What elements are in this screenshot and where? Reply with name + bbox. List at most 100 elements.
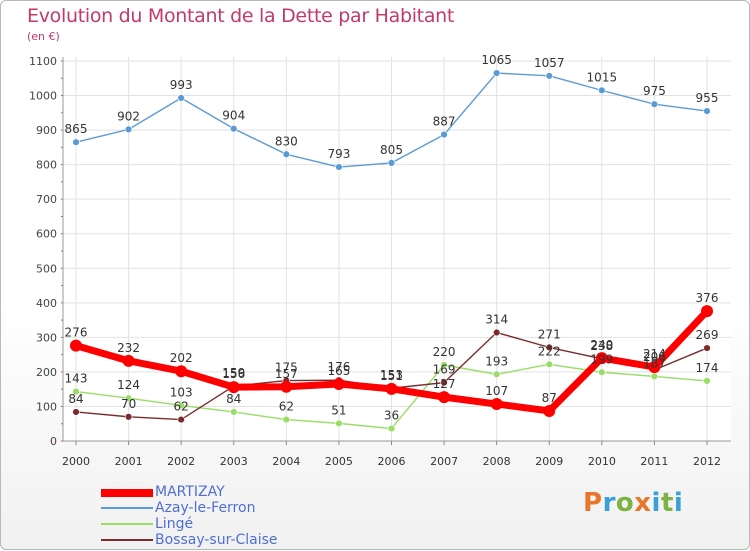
data-point [701, 305, 713, 318]
data-label: 314 [485, 313, 508, 327]
data-point [335, 163, 343, 171]
data-point [177, 401, 185, 410]
y-tick-label: 500 [36, 262, 57, 275]
legend-label: Azay-le-Ferron [155, 500, 256, 516]
data-point [440, 361, 448, 369]
data-label: 199 [590, 352, 613, 366]
data-label: 276 [65, 326, 88, 340]
data-label: 169 [433, 363, 456, 377]
data-label: 1057 [534, 56, 565, 70]
data-point [387, 159, 396, 167]
data-label: 232 [117, 341, 140, 355]
x-tick-label: 2009 [535, 455, 563, 468]
data-label: 830 [275, 134, 298, 148]
logo-letter: t [660, 488, 674, 518]
x-tick-label: 2006 [378, 455, 406, 468]
data-point [598, 368, 606, 376]
logo-letter: x [634, 488, 652, 518]
y-tick-label: 800 [36, 159, 57, 172]
data-label: 269 [696, 328, 719, 342]
x-tick-label: 2008 [483, 455, 511, 468]
legend-swatch [101, 489, 153, 497]
data-point [332, 378, 345, 390]
data-point [385, 382, 398, 395]
y-tick-label: 300 [36, 331, 57, 344]
data-point [72, 387, 80, 396]
data-label: 222 [538, 344, 561, 358]
x-tick-label: 2003 [220, 455, 248, 468]
data-label: 62 [174, 400, 189, 414]
data-label: 193 [485, 354, 508, 368]
data-label: 84 [226, 392, 241, 406]
data-label: 159 [222, 366, 245, 380]
legend-swatch [101, 507, 153, 509]
data-label: 87 [542, 391, 557, 405]
data-point [543, 404, 556, 417]
data-label: 902 [117, 109, 140, 123]
logo-letter: o [615, 488, 635, 518]
data-point [440, 130, 448, 139]
data-label: 124 [117, 378, 140, 392]
x-tick-label: 2000 [62, 455, 90, 468]
y-tick-label: 900 [36, 124, 57, 137]
data-point [490, 398, 503, 411]
data-point [122, 354, 135, 367]
data-label: 975 [643, 84, 666, 98]
data-point [72, 138, 80, 146]
data-label: 156 [222, 367, 245, 381]
data-point [492, 69, 501, 77]
data-label: 176 [327, 360, 350, 374]
y-tick-label: 1100 [29, 55, 57, 68]
legend-swatch [101, 539, 153, 541]
data-point [387, 424, 396, 433]
data-point [175, 365, 188, 378]
proxiti-logo: Proxiti [583, 488, 683, 518]
data-point [595, 352, 608, 365]
data-label: 793 [327, 147, 350, 161]
data-label: 1015 [587, 70, 618, 84]
data-label: 107 [485, 384, 508, 398]
legend-swatch [101, 523, 153, 525]
data-point [598, 86, 606, 95]
data-point [227, 381, 240, 394]
data-point [545, 360, 553, 369]
data-label: 84 [68, 392, 83, 406]
data-point [124, 125, 133, 134]
data-point [650, 100, 659, 108]
x-tick-label: 2012 [693, 455, 721, 468]
data-label: 220 [433, 345, 456, 359]
data-label: 206 [643, 350, 666, 364]
data-label: 153 [380, 368, 403, 382]
legend-label: Lingé [155, 516, 194, 532]
data-point [230, 408, 238, 416]
data-point [177, 415, 185, 424]
data-point [703, 344, 711, 352]
data-point [335, 419, 343, 428]
data-point [70, 339, 82, 352]
data-label: 62 [279, 400, 294, 414]
data-point [703, 107, 711, 115]
data-label: 157 [275, 367, 298, 381]
data-label: 103 [170, 385, 193, 399]
data-label: 271 [538, 327, 561, 341]
y-tick-label: 700 [36, 193, 57, 206]
data-label: 214 [643, 347, 666, 361]
y-tick-label: 0 [50, 435, 57, 448]
y-tick-label: 400 [36, 297, 57, 310]
data-point [703, 377, 711, 385]
data-label: 151 [380, 369, 403, 383]
x-tick-label: 2005 [325, 455, 353, 468]
y-tick-label: 1000 [29, 90, 57, 103]
data-label: 202 [170, 351, 193, 365]
logo-letter: i [673, 488, 684, 518]
logo-letter: i [651, 488, 661, 518]
x-tick-label: 2007 [430, 455, 458, 468]
legend-label: MARTIZAY [155, 484, 225, 500]
data-point [440, 378, 448, 387]
chart-title: Evolution du Montant de la Dette par Hab… [27, 5, 455, 27]
x-tick-label: 2004 [272, 455, 300, 468]
y-tick-label: 600 [36, 228, 57, 241]
x-tick-label: 2011 [640, 455, 668, 468]
data-label: 955 [696, 91, 719, 105]
